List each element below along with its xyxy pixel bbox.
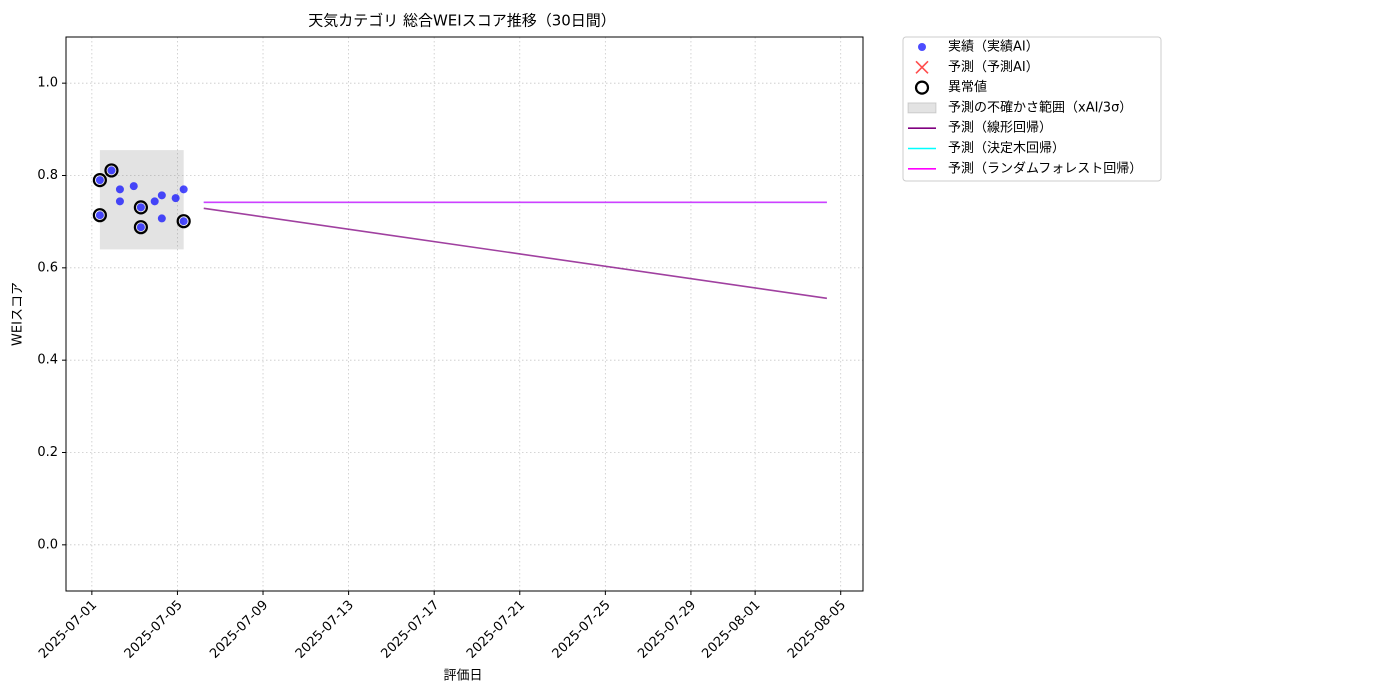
x-tick-label: 2025-07-25: [550, 598, 614, 662]
actual-point: [157, 214, 166, 223]
actual-point: [95, 211, 104, 220]
actual-point: [136, 203, 145, 212]
legend-label: 予測の不確かさ範囲（xAI/3σ）: [948, 99, 1132, 115]
actual-point: [171, 194, 180, 203]
y-tick-label: 0.8: [37, 168, 58, 183]
actual-point: [129, 182, 138, 191]
y-tick-label: 1.0: [37, 76, 58, 91]
actual-point: [115, 185, 124, 194]
legend-label: 予測（決定木回帰）: [948, 140, 1065, 156]
legend-label: 予測（予測AI）: [948, 60, 1039, 75]
prediction-line: [203, 207, 828, 300]
anomaly-marker: [92, 173, 107, 188]
legend-key: [915, 60, 929, 74]
actual-point: [150, 197, 159, 206]
legend-label: 異常値: [948, 79, 987, 95]
legend-label: 予測（線形回帰）: [948, 120, 1052, 136]
legend-key: [907, 102, 937, 114]
actual-point: [95, 176, 104, 185]
actual-point: [179, 217, 188, 226]
plot-area: [92, 150, 828, 300]
x-axis-label: 評価日: [443, 669, 482, 684]
legend-box: [902, 36, 1162, 182]
y-axis-label: WEIスコア: [11, 282, 26, 346]
actual-point: [157, 191, 166, 200]
anomaly-marker: [133, 200, 148, 215]
x-tick-label: 2025-07-05: [122, 598, 186, 662]
anomaly-marker: [133, 220, 148, 235]
x-tick-label: 2025-07-09: [207, 598, 271, 662]
y-tick-label: 0.6: [37, 260, 58, 275]
anomaly-marker: [92, 208, 107, 223]
y-tick-label: 0.0: [37, 537, 58, 552]
actual-point: [179, 185, 188, 194]
x-tick-label: 2025-08-01: [699, 598, 763, 662]
y-tick-label: 0.4: [37, 353, 58, 368]
y-tick-label: 0.2: [37, 445, 58, 460]
legend-label: 実績（実績AI）: [948, 39, 1039, 55]
chart-title: 天気カテゴリ 総合WEIスコア推移（30日間）: [308, 12, 616, 30]
x-tick-label: 2025-07-13: [293, 598, 357, 662]
legend-key: [914, 80, 930, 95]
x-tick-label: 2025-07-17: [378, 598, 442, 662]
actual-point: [107, 166, 116, 175]
x-tick-label: 2025-07-01: [36, 598, 100, 662]
x-tick-label: 2025-07-29: [635, 598, 699, 662]
actual-point: [136, 223, 145, 232]
anomaly-marker: [176, 214, 191, 229]
actual-point: [115, 197, 124, 206]
legend-label: 予測（ランダムフォレスト回帰）: [948, 160, 1142, 176]
legend-key: [918, 43, 926, 51]
anomaly-marker: [104, 163, 119, 178]
uncertainty-band: [99, 150, 184, 250]
x-tick-label: 2025-08-05: [785, 598, 849, 662]
plot-frame: [65, 36, 864, 592]
x-tick-label: 2025-07-21: [464, 598, 528, 662]
